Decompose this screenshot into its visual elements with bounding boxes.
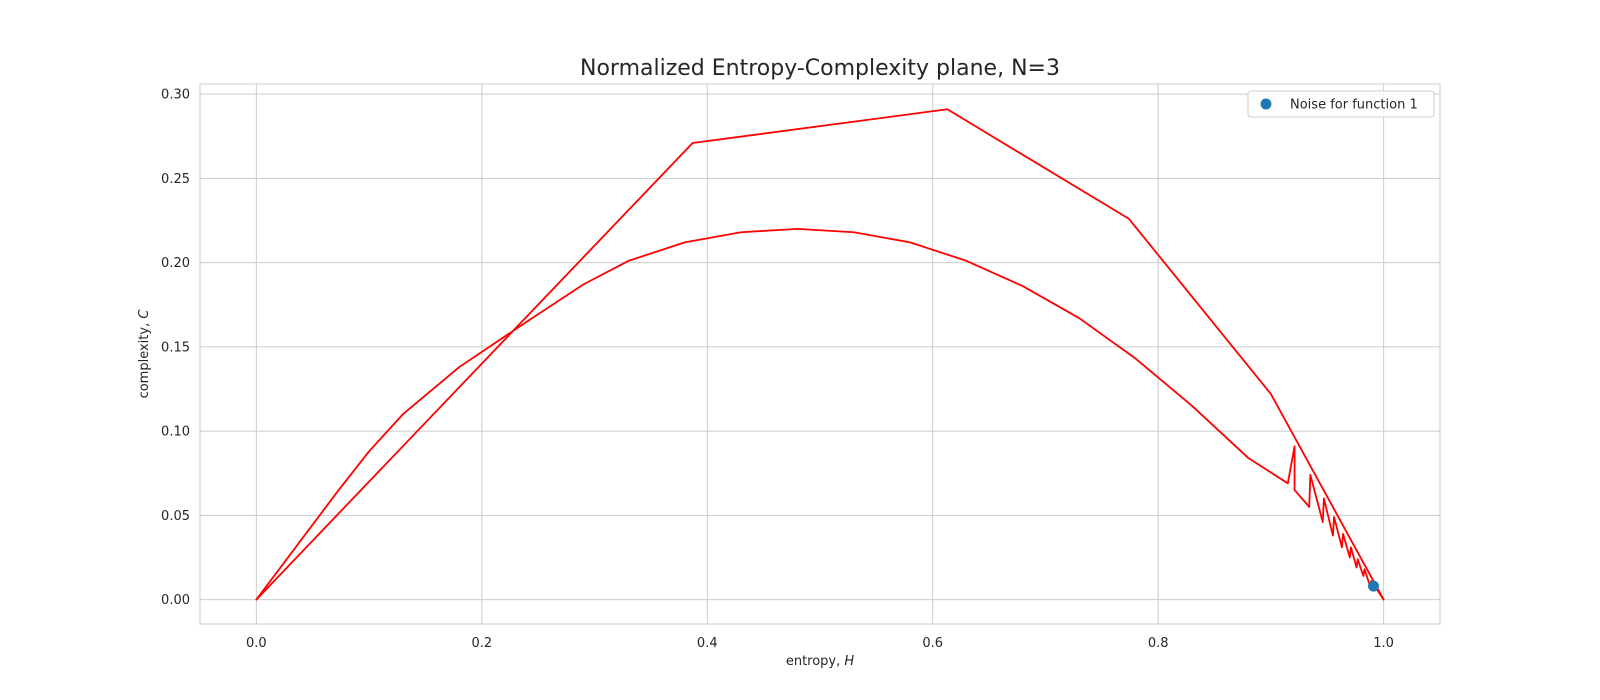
y-tick-labels: 0.00 0.05 0.10 0.15 0.20 0.25 0.30	[161, 88, 190, 608]
legend-marker	[1260, 98, 1272, 110]
lower-bound-curve	[255, 227, 1385, 601]
series-layer	[255, 108, 1385, 601]
y-tick-label: 0.20	[161, 256, 190, 271]
legend-label: Noise for function 1	[1290, 98, 1418, 113]
plot-area	[200, 84, 1440, 624]
y-tick-label: 0.00	[161, 593, 190, 608]
x-tick-label: 0.2	[471, 636, 492, 651]
x-axis-label: entropy, H	[786, 654, 855, 669]
legend: Noise for function 1	[1247, 90, 1435, 118]
y-tick-label: 0.25	[161, 172, 190, 187]
upper-bound-curve	[255, 108, 1385, 601]
legend-box	[1247, 90, 1435, 118]
noise-point	[1367, 580, 1379, 592]
x-gridlines	[255, 84, 1385, 624]
x-tick-label: 0.6	[922, 636, 943, 651]
chart-title: Normalized Entropy-Complexity plane, N=3	[580, 56, 1060, 81]
x-tick-label: 0.4	[697, 636, 718, 651]
x-tick-label: 0.8	[1148, 636, 1169, 651]
y-tick-label: 0.10	[161, 425, 190, 440]
x-tick-label: 0.0	[246, 636, 267, 651]
y-tick-label: 0.30	[161, 88, 190, 103]
y-tick-label: 0.05	[161, 509, 190, 524]
y-tick-label: 0.15	[161, 340, 190, 355]
y-axis-label: complexity, C	[137, 309, 152, 399]
x-tick-labels: 0.0 0.2 0.4 0.6 0.8 1.0	[246, 636, 1394, 651]
x-tick-label: 1.0	[1373, 636, 1394, 651]
plot-frame	[199, 83, 1441, 625]
